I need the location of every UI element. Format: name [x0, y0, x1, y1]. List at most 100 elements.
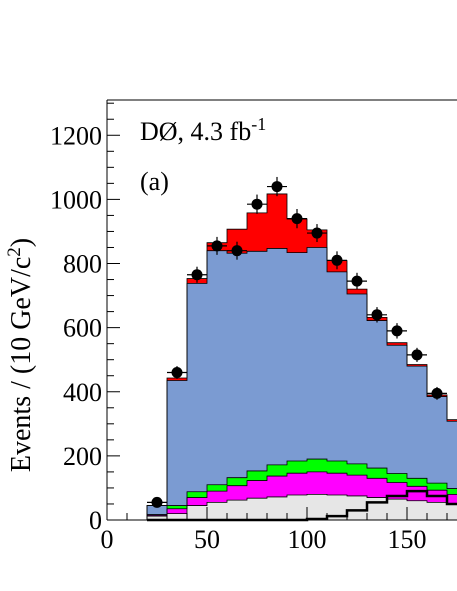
stack-bar-0-bin-2 — [187, 505, 207, 520]
stack-bar-0-bin-3 — [207, 502, 227, 520]
data-point-6 — [271, 181, 283, 193]
stack-bar-3-bin-7 — [287, 252, 307, 462]
stack-bar-2-bin-12 — [387, 473, 407, 483]
stack-bar-1-bin-10 — [347, 475, 367, 496]
data-point-5 — [251, 198, 263, 210]
data-point-11 — [371, 309, 383, 321]
y-tick-label: 0 — [89, 506, 102, 535]
y-tick-label: 1000 — [50, 185, 102, 214]
stack-bar-2-bin-15 — [447, 488, 457, 495]
stack-bar-2-bin-11 — [367, 468, 387, 479]
stack-bar-1-bin-3 — [207, 491, 227, 503]
x-tick-label: 50 — [194, 525, 220, 554]
stack-bar-1-bin-0 — [147, 515, 167, 517]
stack-bar-4-bin-12 — [387, 342, 407, 346]
data-point-13 — [411, 349, 423, 361]
stack-bar-0-bin-4 — [227, 500, 247, 520]
stack-bar-1-bin-6 — [267, 476, 287, 497]
stack-bar-0-bin-6 — [267, 496, 287, 520]
stack-bar-1-bin-11 — [367, 478, 387, 498]
stack-bar-1-bin-7 — [287, 473, 307, 495]
data-point-3 — [211, 240, 223, 252]
stack-bar-1-bin-13 — [407, 486, 427, 501]
data-point-4 — [231, 245, 243, 257]
stack-bar-3-bin-11 — [367, 320, 387, 469]
stack-bar-2-bin-1 — [167, 505, 187, 509]
stack-bar-3-bin-15 — [447, 421, 457, 489]
data-point-7 — [291, 213, 303, 225]
stack-bar-4-bin-10 — [347, 289, 367, 294]
stack-bar-4-bin-1 — [167, 377, 187, 381]
y-tick-label: 800 — [63, 250, 102, 279]
stack-bar-3-bin-0 — [147, 505, 167, 515]
y-tick-label: 1200 — [50, 121, 102, 150]
stack-bar-3-bin-13 — [407, 366, 427, 479]
data-point-14 — [431, 387, 443, 399]
stack-bar-4-bin-13 — [407, 364, 427, 367]
x-tick-label: 100 — [288, 525, 327, 554]
x-tick-label: 150 — [388, 525, 427, 554]
stack-bar-4-bin-7 — [287, 218, 307, 253]
stack-bar-2-bin-4 — [227, 477, 247, 486]
stack-bar-2-bin-5 — [247, 470, 267, 481]
data-point-1 — [171, 367, 183, 379]
x-tick-label: 0 — [101, 525, 114, 554]
stack-bar-2-bin-13 — [407, 478, 427, 487]
data-point-2 — [191, 269, 203, 281]
stack-bar-2-bin-2 — [187, 491, 207, 498]
y-axis-title: Events / (10 GeV/c2) — [4, 238, 37, 472]
stack-bar-0-bin-15 — [447, 503, 457, 520]
stack-bar-2-bin-7 — [287, 461, 307, 474]
stack-bar-3-bin-9 — [327, 271, 347, 462]
tick-labels: 0 200 400 600 800 1000 1200 0 50 100 150 — [50, 121, 427, 554]
axes — [106, 99, 457, 521]
stack-bar-0-bin-5 — [247, 498, 267, 520]
stack-bar-1-bin-8 — [307, 471, 327, 495]
data-point-12 — [391, 325, 403, 337]
stack-bar-3-bin-5 — [247, 251, 267, 471]
panel-label: (a) — [140, 167, 169, 196]
stack-bar-4-bin-6 — [267, 193, 287, 249]
stack-bar-1-bin-2 — [187, 497, 207, 506]
stack-bar-4-bin-15 — [447, 419, 457, 422]
stack-bar-0-bin-0 — [147, 516, 167, 520]
experiment-annotation: DØ, 4.3 fb-1 — [140, 114, 266, 146]
stack-bar-1-bin-1 — [167, 508, 187, 514]
stack-bar-3-bin-6 — [267, 248, 287, 465]
stack-bar-3-bin-12 — [387, 345, 407, 474]
stack-bar-4-bin-4 — [227, 229, 247, 254]
stack-bar-3-bin-10 — [347, 293, 367, 464]
y-tick-label: 600 — [63, 314, 102, 343]
stack-bar-0-bin-12 — [387, 499, 407, 520]
stack-bar-1-bin-15 — [447, 494, 457, 504]
stack-bar-2-bin-3 — [207, 484, 227, 492]
stack-bar-2-bin-10 — [347, 463, 367, 476]
y-tick-label: 400 — [63, 378, 102, 407]
stack-bar-3-bin-14 — [427, 396, 447, 484]
data-points — [147, 176, 447, 508]
stack-bar-0-bin-7 — [287, 494, 307, 520]
stack-bar-3-bin-8 — [307, 247, 327, 460]
stack-bar-0-bin-8 — [307, 494, 327, 520]
stack-bar-0-bin-1 — [167, 513, 187, 520]
stack-bar-0-bin-10 — [347, 495, 367, 520]
stack-outline-2 — [146, 458, 457, 520]
stack-bar-3-bin-2 — [187, 283, 207, 492]
stack-bar-2-bin-8 — [307, 459, 327, 472]
stack-bar-1-bin-4 — [227, 485, 247, 501]
stack-bar-3-bin-4 — [227, 253, 247, 478]
stack-outline-1 — [146, 471, 457, 520]
stack-bar-4-bin-5 — [247, 212, 267, 252]
stack-outline-0 — [146, 493, 457, 520]
stack-bar-0-bin-13 — [407, 500, 427, 520]
data-point-10 — [351, 275, 363, 287]
data-point-8 — [311, 227, 323, 239]
y-tick-label: 200 — [63, 442, 102, 471]
stacked-bars — [146, 193, 457, 520]
stack-bar-3-bin-1 — [167, 380, 187, 506]
stack-bar-1-bin-9 — [327, 473, 347, 495]
stack-bar-0-bin-9 — [327, 494, 347, 520]
stack-bar-0-bin-14 — [427, 502, 447, 520]
stack-bar-2-bin-9 — [327, 461, 347, 474]
